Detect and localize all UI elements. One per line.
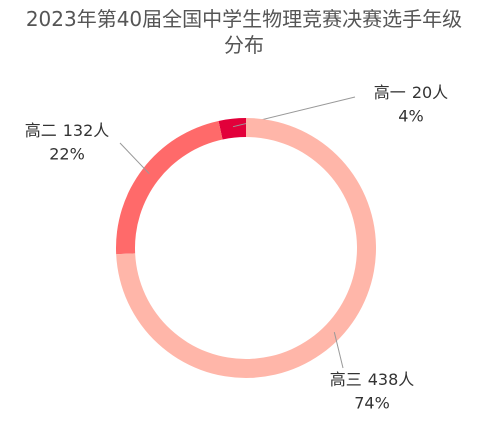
slice-label: 高三 438人: [330, 370, 415, 389]
chart-title: 2023年第40届全国中学生物理竞赛决赛选手年级分布: [25, 7, 463, 57]
category-label: 高二: [25, 121, 57, 140]
percent-label: 4%: [398, 107, 423, 126]
slice-label: 高二 132人: [25, 121, 110, 140]
leader-line: [119, 142, 150, 175]
percent-label: 22%: [49, 145, 85, 164]
category-label: 高三: [330, 370, 362, 389]
percent-label: 74%: [354, 394, 390, 413]
category-label: 高一: [374, 83, 406, 102]
donut-slice: [115, 120, 223, 255]
donut-slice: [218, 118, 246, 140]
value-label: 132人: [63, 121, 110, 140]
leader-line: [333, 332, 344, 369]
slice-label: 高一 20人: [374, 83, 448, 102]
value-label: 20人: [412, 83, 448, 102]
value-label: 438人: [368, 370, 415, 389]
